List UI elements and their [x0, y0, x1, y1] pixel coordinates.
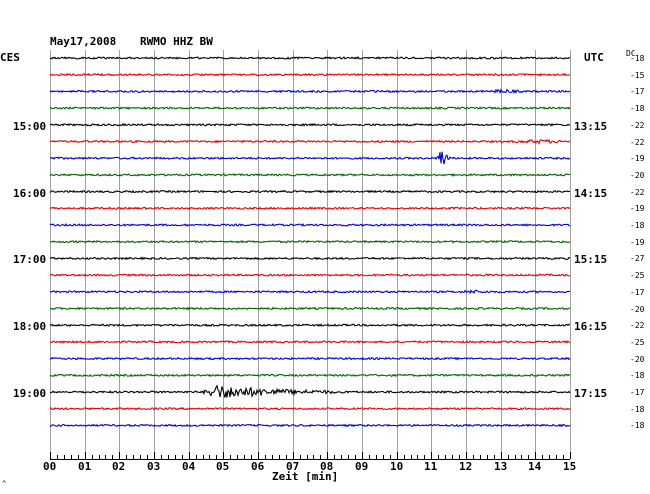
right-time-label: 14:15 — [574, 187, 608, 200]
x-tick-label: 13 — [494, 460, 508, 473]
x-tick-label: 01 — [78, 460, 92, 473]
dc-value: -18 — [630, 421, 645, 430]
left-time-label: 19:00 — [13, 387, 47, 400]
x-tick-label: 11 — [424, 460, 438, 473]
dc-value: -25 — [630, 338, 645, 347]
x-tick-label: 12 — [459, 460, 473, 473]
left-time-label: 15:00 — [13, 120, 47, 133]
left-time-label: 17:00 — [13, 253, 47, 266]
seismic-trace — [49, 256, 571, 261]
dc-value: -18 — [630, 221, 645, 230]
dc-value: -18 — [630, 371, 645, 380]
dc-value: -22 — [630, 138, 645, 147]
seismic-trace — [50, 406, 571, 411]
right-time-label: 17:15 — [574, 387, 608, 400]
seismic-trace — [49, 88, 571, 95]
seismic-trace — [49, 239, 571, 244]
seismic-trace — [49, 339, 571, 344]
left-time-label: 16:00 — [13, 187, 47, 200]
x-tick-label: 07 — [286, 460, 300, 473]
dc-value: -18 — [630, 54, 645, 63]
seismic-trace — [49, 56, 571, 60]
dc-value: -19 — [630, 238, 645, 247]
x-axis-label: Zeit [min] — [272, 470, 339, 483]
seismic-trace — [49, 172, 571, 177]
dc-value: -22 — [630, 188, 645, 197]
seismic-trace — [49, 138, 571, 145]
dc-value: -18 — [630, 405, 645, 414]
seismic-trace — [49, 206, 571, 211]
right-time-label: 15:15 — [574, 253, 608, 266]
x-tick-label: 03 — [147, 460, 161, 473]
footer-mark: ^ — [2, 480, 7, 488]
seismic-trace — [49, 373, 571, 378]
seismic-trace — [49, 306, 571, 311]
x-tick-label: 05 — [216, 460, 230, 473]
x-tick-label: 14 — [528, 460, 542, 473]
dc-label: DC — [626, 49, 636, 58]
dc-value: -25 — [630, 271, 645, 280]
dc-value: -17 — [630, 288, 645, 297]
seismic-trace — [49, 106, 571, 111]
station-label: RWMO HHZ BW — [140, 35, 213, 48]
right-time-label: 13:15 — [574, 120, 608, 133]
seismic-trace — [49, 189, 570, 194]
seismic-trace — [49, 273, 570, 277]
grid-lines — [50, 50, 571, 459]
x-tick-label: 04 — [182, 460, 196, 473]
x-tick-label: 10 — [390, 460, 404, 473]
seismic-trace — [49, 356, 571, 361]
dc-value: -17 — [630, 87, 645, 96]
dc-value: -22 — [630, 121, 645, 130]
right-timezone-label: UTC — [584, 51, 604, 64]
date-label: May17,2008 — [50, 35, 117, 48]
x-tick-label: 09 — [355, 460, 369, 473]
dc-value: -22 — [630, 321, 645, 330]
seismic-trace — [50, 423, 571, 428]
x-tick-label: 08 — [320, 460, 334, 473]
dc-value: -20 — [630, 355, 645, 364]
left-timezone-label: CES — [0, 51, 20, 64]
dc-value: -15 — [630, 71, 645, 80]
seismic-trace — [49, 384, 571, 398]
right-time-label: 16:15 — [574, 320, 608, 333]
dc-value: -19 — [630, 154, 645, 163]
seismic-trace — [49, 289, 570, 295]
seismic-traces — [49, 56, 571, 428]
seismic-trace — [49, 323, 571, 328]
dc-value: -17 — [630, 388, 645, 397]
x-axis — [50, 452, 571, 460]
x-tick-label: 06 — [251, 460, 265, 473]
seismic-trace — [49, 122, 571, 127]
left-time-label: 18:00 — [13, 320, 47, 333]
x-tick-label: 00 — [43, 460, 57, 473]
x-tick-label: 02 — [112, 460, 126, 473]
seismic-trace — [49, 151, 571, 165]
dc-value: -18 — [630, 104, 645, 113]
seismic-trace — [49, 72, 571, 77]
x-tick-label: 15 — [563, 460, 577, 473]
dc-value: -19 — [630, 204, 645, 213]
seismic-trace — [49, 223, 571, 227]
dc-value: -20 — [630, 171, 645, 180]
dc-value: -20 — [630, 305, 645, 314]
dc-value: -27 — [630, 254, 645, 263]
